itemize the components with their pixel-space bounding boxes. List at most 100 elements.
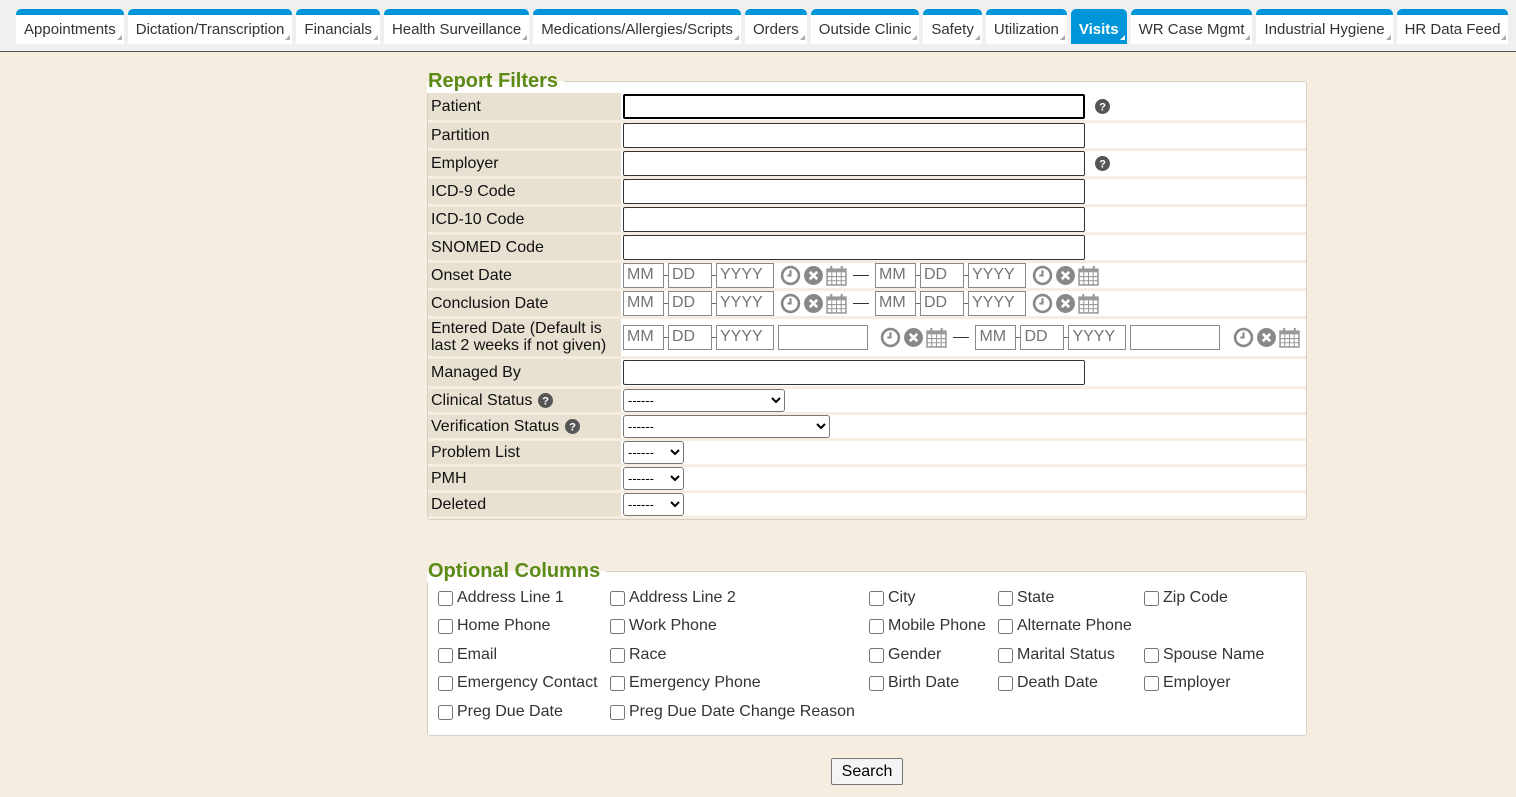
clinical-status-help-icon[interactable]: ? [538,392,554,408]
mobile-phone-checkbox[interactable] [869,618,884,634]
emergency-phone-checkbox[interactable] [610,675,625,691]
conclusion-date-from-clock-icon[interactable] [780,293,801,314]
employer-checkbox[interactable] [1144,675,1159,691]
birth-date-checkbox[interactable] [869,675,884,691]
onset-date-to-month-input[interactable] [875,262,916,288]
optional-column-address-line-1[interactable]: Address Line 1 [438,589,564,607]
conclusion-date-from-calendar-icon[interactable] [826,293,847,314]
conclusion-date-from-month-input[interactable] [623,290,664,316]
email-checkbox[interactable] [438,647,453,663]
alternate-phone-checkbox[interactable] [998,618,1013,634]
entered-date-from-year-input[interactable] [716,324,774,350]
entered-date-from-time-input[interactable] [778,324,868,350]
tab-medications-allergies-scripts[interactable]: Medications/Allergies/Scripts [533,9,741,44]
entered-date-to-time-input[interactable] [1130,324,1221,350]
optional-column-gender[interactable]: Gender [869,646,941,664]
entered-date-from-clear-icon[interactable] [903,327,924,348]
optional-column-state[interactable]: State [998,589,1054,607]
optional-column-email[interactable]: Email [438,646,497,664]
preg-due-date-checkbox[interactable] [438,704,453,720]
address-line-2-checkbox[interactable] [610,590,625,606]
conclusion-date-from-year-input[interactable] [716,290,774,316]
conclusion-date-from-day-input[interactable] [668,290,712,316]
employer-input[interactable] [623,150,1085,176]
onset-date-from-month-input[interactable] [623,262,664,288]
employer-help-icon[interactable]: ? [1095,155,1110,171]
optional-column-preg-due-date-change-reason[interactable]: Preg Due Date Change Reason [610,703,855,721]
tab-hr-data-feed[interactable]: HR Data Feed [1396,9,1509,44]
work-phone-checkbox[interactable] [610,618,625,634]
onset-date-from-calendar-icon[interactable] [826,265,847,286]
problem-list-select[interactable]: ------ [623,440,684,464]
address-line-1-checkbox[interactable] [438,590,453,606]
onset-date-to-year-input[interactable] [968,262,1026,288]
tab-financials[interactable]: Financials [296,9,380,44]
entered-date-from-month-input[interactable] [623,324,664,350]
entered-date-to-day-input[interactable] [1020,324,1065,350]
entered-date-to-clock-icon[interactable] [1233,327,1254,348]
home-phone-checkbox[interactable] [438,618,453,634]
onset-date-to-clock-icon[interactable] [1032,265,1053,286]
optional-column-marital-status[interactable]: Marital Status [998,646,1115,664]
race-checkbox[interactable] [610,647,625,663]
search-button[interactable]: Search [831,758,903,785]
city-checkbox[interactable] [869,590,884,606]
optional-column-emergency-phone[interactable]: Emergency Phone [610,674,761,692]
tab-orders[interactable]: Orders [744,9,807,44]
optional-column-birth-date[interactable]: Birth Date [869,674,959,692]
death-date-checkbox[interactable] [998,675,1013,691]
marital-status-checkbox[interactable] [998,647,1013,663]
managed-by-input[interactable] [623,359,1085,385]
conclusion-date-to-clock-icon[interactable] [1032,293,1053,314]
conclusion-date-to-clear-icon[interactable] [1055,293,1076,314]
optional-column-spouse-name[interactable]: Spouse Name [1144,646,1264,664]
zip-code-checkbox[interactable] [1144,590,1159,606]
spouse-name-checkbox[interactable] [1144,647,1159,663]
onset-date-from-day-input[interactable] [668,262,712,288]
entered-date-to-month-input[interactable] [975,324,1017,350]
entered-date-to-year-input[interactable] [1068,324,1127,350]
optional-column-race[interactable]: Race [610,646,666,664]
optional-column-emergency-contact[interactable]: Emergency Contact [438,674,598,692]
onset-date-to-clear-icon[interactable] [1055,265,1076,286]
conclusion-date-to-month-input[interactable] [875,290,916,316]
tab-safety[interactable]: Safety [923,9,982,44]
onset-date-from-year-input[interactable] [716,262,774,288]
snomed-code-input[interactable] [623,234,1085,260]
entered-date-from-clock-icon[interactable] [880,327,901,348]
onset-date-from-clock-icon[interactable] [780,265,801,286]
optional-column-city[interactable]: City [869,589,916,607]
entered-date-from-day-input[interactable] [668,324,712,350]
tab-appointments[interactable]: Appointments [16,9,124,44]
optional-column-employer[interactable]: Employer [1144,674,1231,692]
optional-column-death-date[interactable]: Death Date [998,674,1098,692]
tab-industrial-hygiene[interactable]: Industrial Hygiene [1256,9,1393,44]
verification-status-select[interactable]: ------ [623,414,830,438]
emergency-contact-checkbox[interactable] [438,675,453,691]
conclusion-date-from-clear-icon[interactable] [803,293,824,314]
tab-utilization[interactable]: Utilization [985,9,1067,44]
icd-9-code-input[interactable] [623,178,1085,204]
entered-date-from-calendar-icon[interactable] [926,327,948,348]
optional-column-zip-code[interactable]: Zip Code [1144,589,1228,607]
onset-date-to-calendar-icon[interactable] [1078,265,1099,286]
conclusion-date-to-year-input[interactable] [968,290,1026,316]
clinical-status-select[interactable]: ------ [623,388,785,412]
conclusion-date-to-day-input[interactable] [920,290,964,316]
optional-column-preg-due-date[interactable]: Preg Due Date [438,703,563,721]
tab-outside-clinic[interactable]: Outside Clinic [810,9,920,44]
tab-wr-case-mgmt[interactable]: WR Case Mgmt [1130,9,1253,44]
optional-column-address-line-2[interactable]: Address Line 2 [610,589,736,607]
optional-column-mobile-phone[interactable]: Mobile Phone [869,617,986,635]
tab-dictation-transcription[interactable]: Dictation/Transcription [127,9,293,44]
patient-input[interactable] [623,93,1085,119]
gender-checkbox[interactable] [869,647,884,663]
verification-status-help-icon[interactable]: ? [565,418,581,434]
onset-date-to-day-input[interactable] [920,262,964,288]
patient-help-icon[interactable]: ? [1095,98,1110,114]
tab-health-surveillance[interactable]: Health Surveillance [383,9,530,44]
preg-due-date-change-reason-checkbox[interactable] [610,704,625,720]
onset-date-from-clear-icon[interactable] [803,265,824,286]
optional-column-alternate-phone[interactable]: Alternate Phone [998,617,1132,635]
deleted-select[interactable]: ------ [623,492,684,516]
